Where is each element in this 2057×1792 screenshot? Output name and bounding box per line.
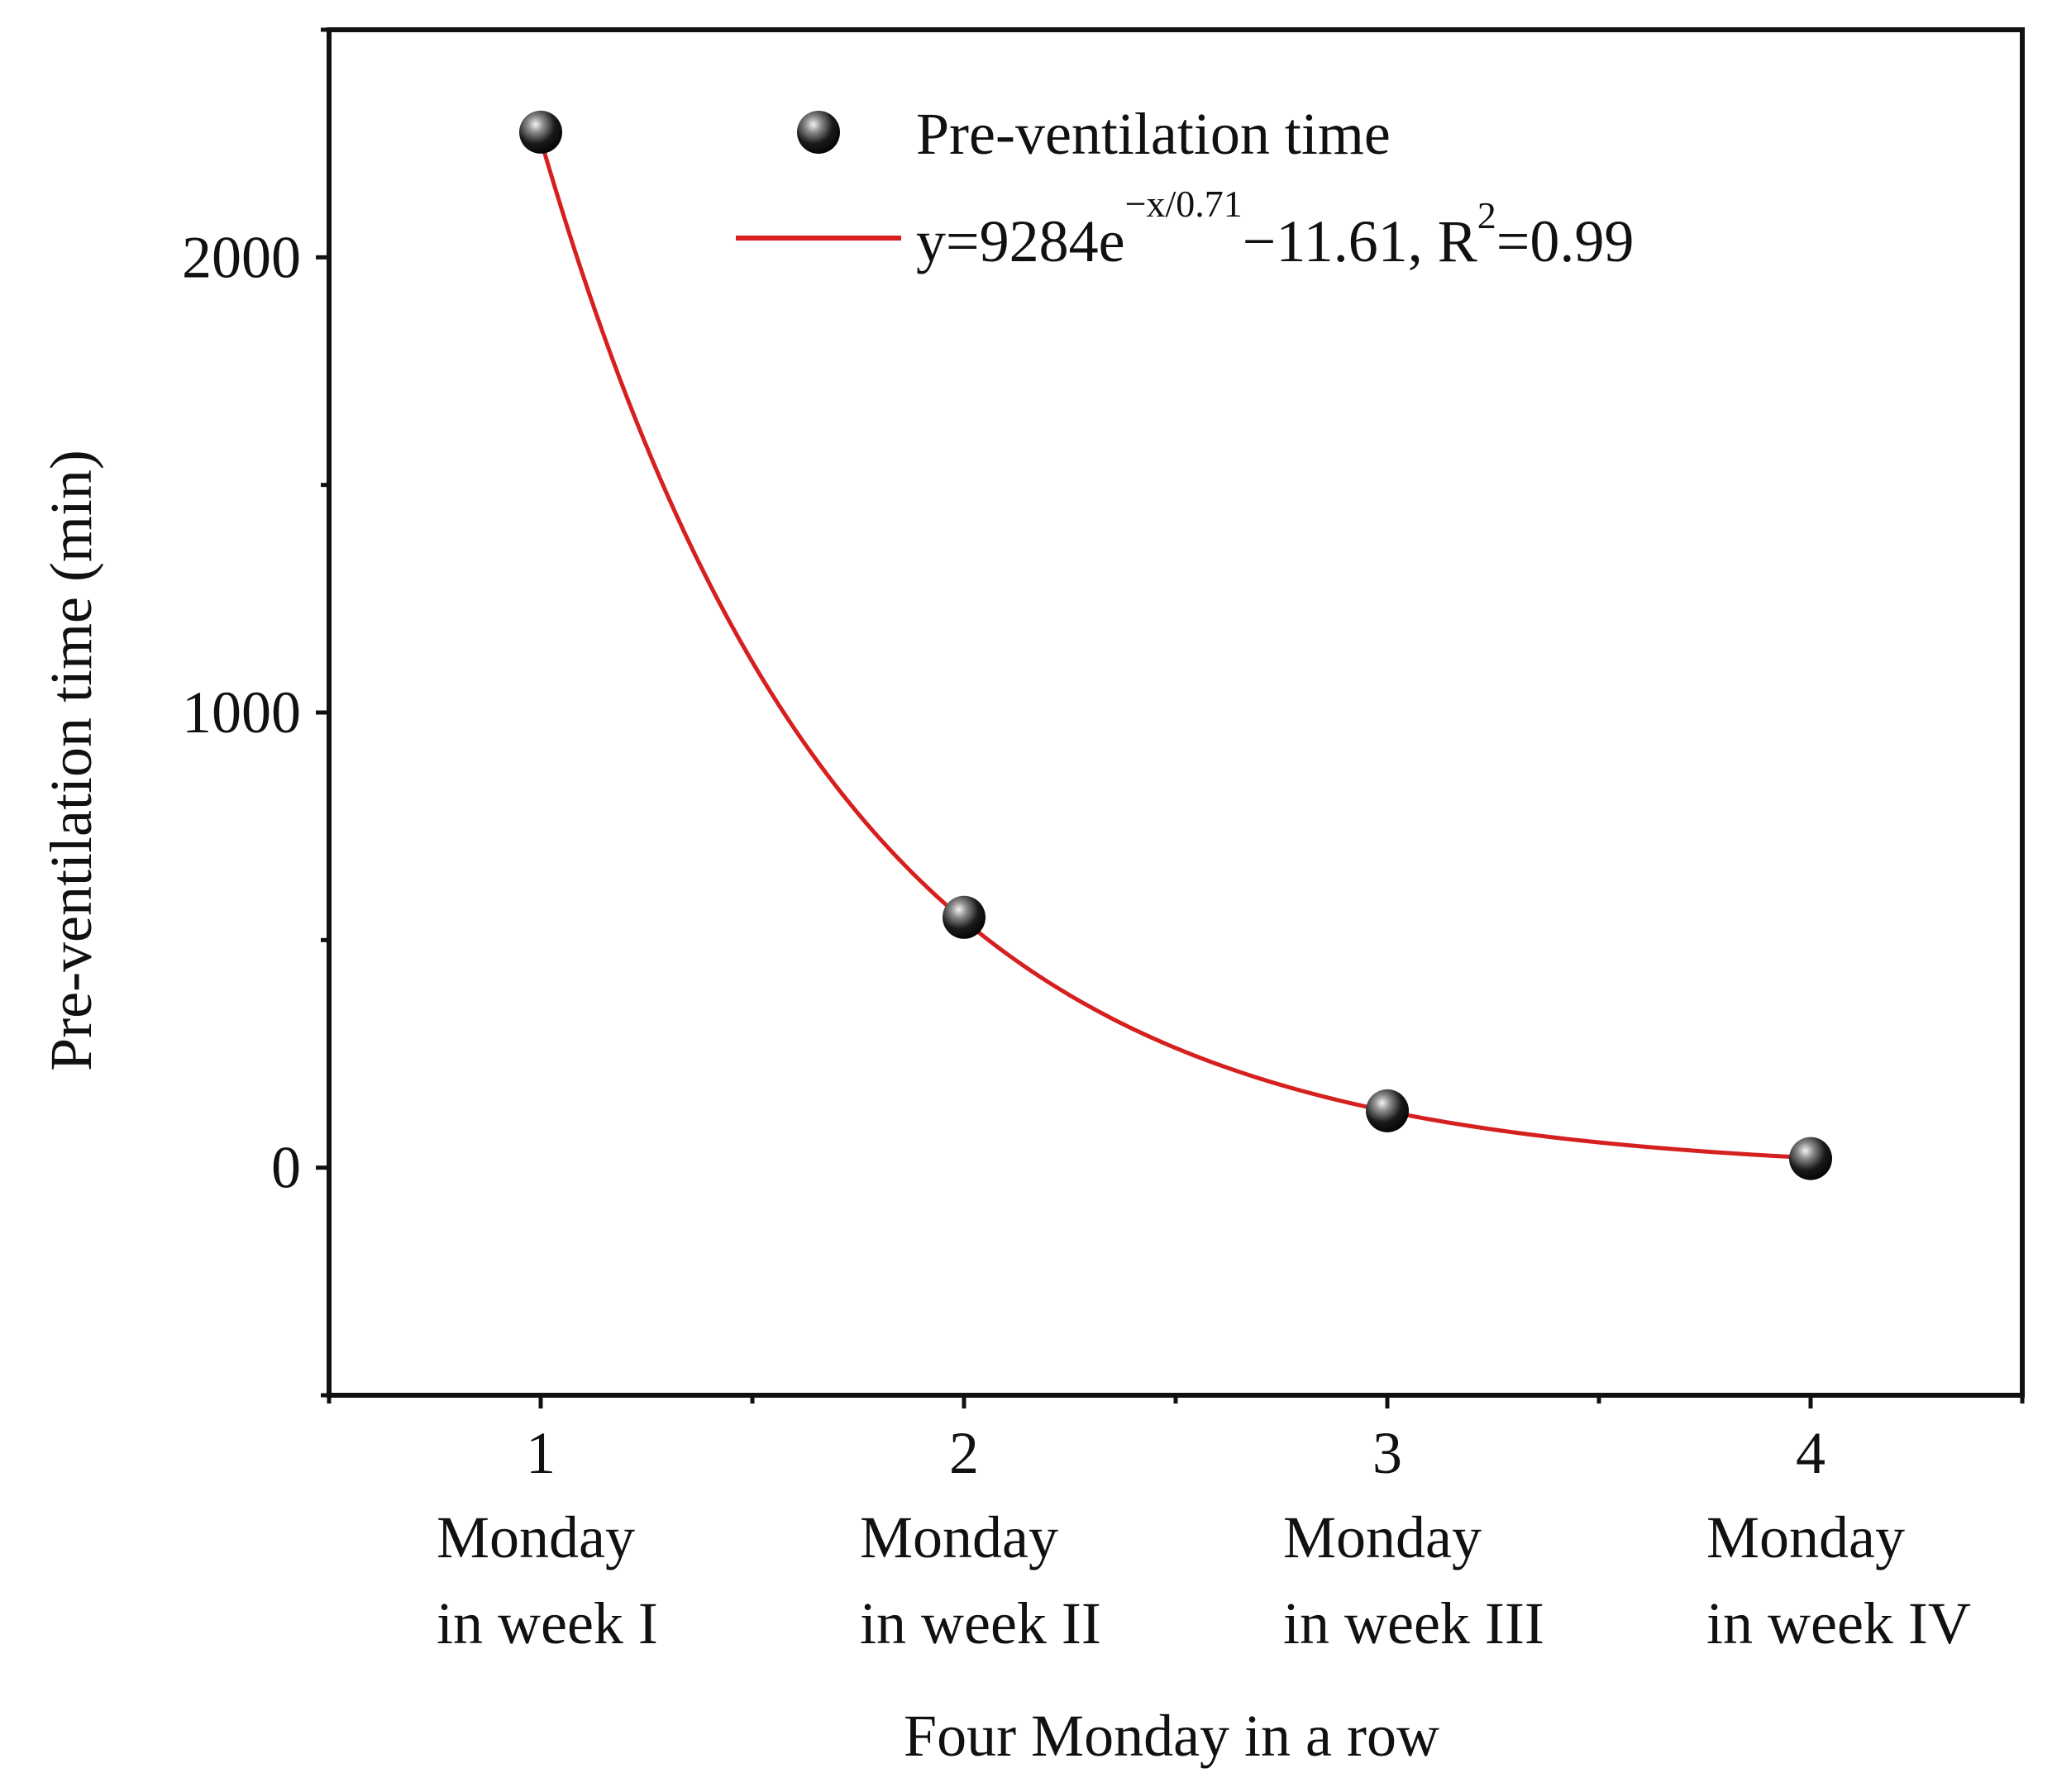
data-points [519, 110, 1832, 1180]
fit-curve [538, 139, 1811, 1161]
x-tick-label: 1 [526, 1420, 556, 1486]
y-axis-label: Pre-ventilation time (min) [38, 450, 104, 1071]
x-category-label: Monday [860, 1504, 1058, 1570]
x-category-label: in week II [860, 1590, 1101, 1656]
x-category-label: in week I [437, 1590, 658, 1656]
x-tick-label: 2 [949, 1420, 979, 1486]
x-axis-ticks [327, 1395, 2025, 1408]
data-point [943, 895, 986, 939]
x-category-label: in week IV [1706, 1590, 1971, 1656]
data-point [519, 110, 562, 154]
y-tick-label: 1000 [182, 679, 301, 746]
legend-label-series: Pre-ventilation time [916, 101, 1391, 167]
legend: Pre-ventilation time y=9284e−x/0.71−11.6… [736, 101, 1634, 274]
y-tick-label: 2000 [182, 224, 301, 290]
data-point [1366, 1089, 1409, 1132]
x-axis-label: Four Monday in a row [904, 1703, 1439, 1769]
fit-eq-main: y=9284e [916, 208, 1125, 274]
x-category-label: Monday [1283, 1504, 1482, 1570]
x-tick-label: 3 [1372, 1420, 1402, 1486]
legend-label-fit: y=9284e−x/0.71−11.61, R2=0.99 [916, 183, 1634, 274]
data-point [1789, 1137, 1832, 1180]
y-axis-tick-labels: 0 1000 2000 [182, 224, 301, 1200]
fit-eq-rest: −11.61, R [1243, 208, 1477, 274]
x-axis-tick-labels: 1 Monday in week I 2 Monday in week II 3 Monday… [437, 1420, 1971, 1656]
fit-eq-exponent: −x/0.71 [1125, 183, 1243, 225]
x-category-label: Monday [437, 1504, 635, 1570]
x-category-label: in week III [1283, 1590, 1544, 1656]
y-axis-ticks [316, 27, 329, 1398]
plot-frame [327, 27, 2025, 1398]
x-category-label: Monday [1706, 1504, 1905, 1570]
fit-eq-end: =0.99 [1496, 208, 1635, 274]
fit-eq-r2-superscript: 2 [1477, 194, 1496, 236]
y-tick-label: 0 [271, 1135, 301, 1201]
x-tick-label: 4 [1796, 1420, 1826, 1486]
legend-marker-icon [797, 111, 840, 154]
